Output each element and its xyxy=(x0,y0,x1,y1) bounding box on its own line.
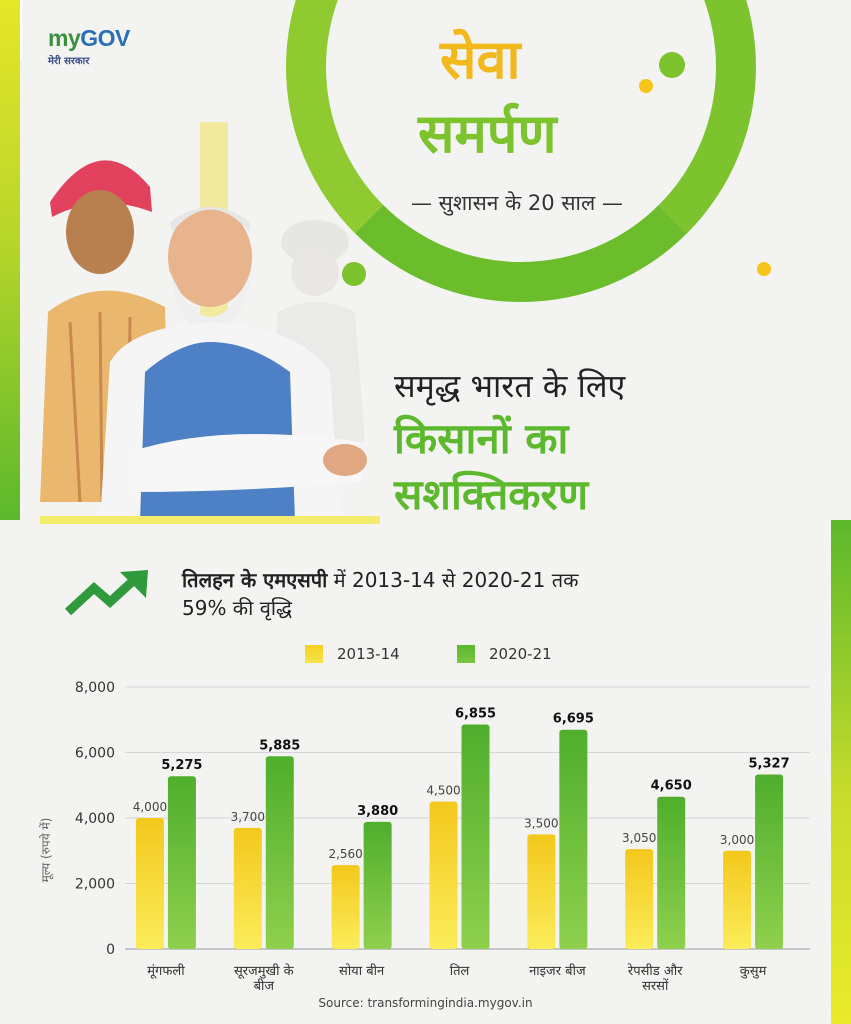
bar-2020-21 xyxy=(167,776,196,949)
x-tick-label: बीज xyxy=(254,978,275,994)
bar-data-label: 3,000 xyxy=(720,833,754,847)
x-axis-labels: मूंगफली सूरजमुखी केबीज सोया बीन तिल नाइजर बी… xyxy=(147,963,766,994)
bar-2020-21 xyxy=(657,796,686,949)
x-tick-label: तिल xyxy=(450,963,470,979)
x-tick-label: मूंगफली xyxy=(147,963,185,979)
x-tick-label: सरसों xyxy=(642,978,669,994)
bar-2013-14 xyxy=(429,801,458,949)
yellow-dot-decoration xyxy=(757,262,771,276)
legend-label: 2020-21 xyxy=(489,645,552,663)
msp-bar-chart: 0 2,000 4,000 6,000 8,000 4,000 5,275 3,700 5,8… xyxy=(39,680,810,994)
x-tick-label: सोया बीन xyxy=(339,963,385,979)
bar-data-label: 4,000 xyxy=(133,800,167,814)
stat-rest-text: में 2013-14 से 2020-21 तक xyxy=(327,568,579,592)
bar-data-label: 5,327 xyxy=(749,757,790,772)
y-tick-label: 4,000 xyxy=(75,811,115,827)
hero-tagline: — सुशासन के 20 साल — xyxy=(411,191,623,215)
bar-data-label: 2,560 xyxy=(328,847,362,861)
logo-my: my xyxy=(48,25,81,51)
yellow-dot-decoration xyxy=(639,79,653,93)
legend-item-2013-14: 2013-14 xyxy=(305,645,400,663)
bar-2020-21 xyxy=(559,729,588,949)
y-tick-label: 8,000 xyxy=(75,680,115,696)
y-tick-label: 2,000 xyxy=(75,877,115,893)
bar-2020-21 xyxy=(265,756,294,949)
bar-2013-14 xyxy=(233,827,262,949)
bar-data-label: 5,275 xyxy=(161,758,202,773)
photo-panel xyxy=(40,122,380,525)
trend-up-arrow-icon xyxy=(64,570,148,616)
bar-data-label: 6,695 xyxy=(553,712,594,727)
mygov-logo: myGOV मेरी सरकार xyxy=(48,25,138,67)
bar-data-label: 4,650 xyxy=(651,779,692,794)
headline-line-3: सशक्तिकरण xyxy=(394,470,589,519)
bar-data-label: 3,700 xyxy=(231,810,265,824)
y-tick-label: 6,000 xyxy=(75,746,115,762)
legend-swatch-yellow xyxy=(305,645,323,663)
yellow-underline-bar xyxy=(40,516,380,524)
chart-bars: 4,000 5,275 3,700 5,885 2,560 3,880 4,500 6,855… xyxy=(133,706,790,949)
bar-data-label: 4,500 xyxy=(426,784,460,798)
x-tick-label: सूरजमुखी के xyxy=(234,963,295,979)
right-gradient-edge xyxy=(831,520,851,1024)
seva-title: सेवा xyxy=(440,28,521,91)
logo-wordmark: myGOV xyxy=(48,25,138,51)
bar-data-label: 5,885 xyxy=(259,738,300,753)
headline-line-2: किसानों का xyxy=(394,414,569,463)
stat-bold-text: तिलहन के एमएसपी xyxy=(182,568,328,592)
legend-label: 2013-14 xyxy=(337,645,400,663)
leader-portrait-figure xyxy=(100,207,367,522)
headline-line-1: समृद्ध भारत के लिए xyxy=(394,367,626,405)
bar-data-label: 6,855 xyxy=(455,706,496,721)
x-tick-label: रेपसीड और xyxy=(627,963,683,979)
source-credit: Source: transformingindia.mygov.in xyxy=(318,996,533,1010)
x-tick-label: कुसुम xyxy=(740,964,767,979)
logo-subtitle: मेरी सरकार xyxy=(48,56,90,67)
y-axis-ticks: 0 2,000 4,000 6,000 8,000 xyxy=(75,680,115,958)
bar-2020-21 xyxy=(461,724,490,949)
y-tick-label: 0 xyxy=(106,942,115,958)
green-dot-decoration xyxy=(659,52,685,78)
bar-2020-21 xyxy=(755,774,784,949)
bar-2020-21 xyxy=(363,821,392,949)
bar-2013-14 xyxy=(135,818,164,949)
left-gradient-edge xyxy=(0,0,20,520)
bar-data-label: 3,880 xyxy=(357,804,398,819)
bar-2013-14 xyxy=(723,850,752,949)
bar-data-label: 3,500 xyxy=(524,816,558,830)
stat-line-1: तिलहन के एमएसपी में 2013-14 से 2020-21 त… xyxy=(182,566,782,594)
green-dot-decoration xyxy=(342,262,366,286)
x-tick-label: नाइजर बीज xyxy=(529,963,586,979)
bar-2013-14 xyxy=(527,834,556,949)
samarpan-title: समर्पण xyxy=(418,102,557,165)
stat-line-2: 59% की वृद्धि xyxy=(182,596,292,620)
legend-item-2020-21: 2020-21 xyxy=(457,645,552,663)
legend-swatch-green xyxy=(457,645,475,663)
bar-data-label: 3,050 xyxy=(622,831,656,845)
bar-2013-14 xyxy=(625,849,654,949)
bar-2013-14 xyxy=(331,865,360,949)
logo-gov: GOV xyxy=(80,25,130,51)
y-axis-label: मूल्य (रुपये में) xyxy=(39,818,54,883)
